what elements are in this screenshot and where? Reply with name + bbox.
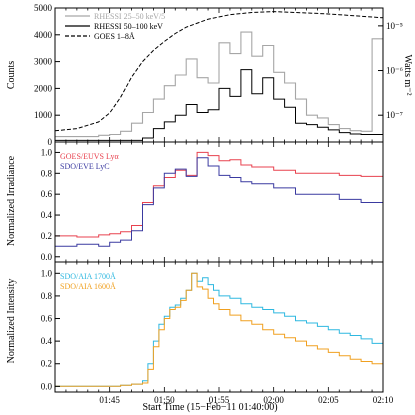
panel1-ytick-5: 5000 (34, 3, 53, 13)
xtick-3: 02:00 (263, 395, 284, 405)
legend-aia-1700: SDO/AIA 1700Å (60, 272, 116, 281)
panel1-right-tick-0: 10⁻⁷ (386, 110, 403, 120)
x-axis-label: Start Time (15−Feb−11 01:40:00) (142, 402, 277, 413)
panel3-ytick-5: 1.0 (41, 268, 53, 278)
panel2-ytick-2: 0.4 (41, 210, 53, 220)
xtick-4: 02:05 (318, 395, 339, 405)
panel2-series-1 (55, 157, 383, 247)
panel-aia-intensity: 0.0 0.2 0.4 0.6 0.8 1.0 (41, 261, 384, 393)
panel3-ytick-3: 0.6 (41, 314, 53, 324)
panel1-series-1 (55, 69, 383, 141)
panel3-ytick-2: 0.4 (41, 336, 53, 346)
legend-sdo-eve-lyc: SDO/EVE LyC (60, 162, 110, 171)
panel1-legend: RHESSI 25–50 keV/5 RHESSI 50–100 keV GOE… (65, 12, 165, 41)
xtick-0: 01:45 (99, 395, 120, 405)
shared-x-axis: 01:45 01:50 01:55 02:00 02:05 02:10 (99, 395, 393, 405)
panel1-right-tick-2: 10⁻⁵ (386, 21, 403, 31)
panel3-ytick-1: 0.2 (41, 359, 52, 369)
panel3-series-1 (55, 272, 383, 387)
panel3-ytick-0: 0.0 (41, 381, 53, 391)
legend-goes-euvs-lya: GOES/EUVS Lyα (60, 152, 119, 161)
legend-aia-1600: SDO/AIA 1600Å (60, 282, 116, 291)
panel2-ylabel: Normalized Irradiance (6, 155, 17, 246)
panel1-right-tick-1: 10⁻⁶ (386, 66, 403, 76)
panel2-ytick-1: 0.2 (41, 231, 52, 241)
panel2-series-0 (55, 151, 383, 238)
panel1-ytick-0: 0 (48, 137, 53, 147)
panel1-ylabel: Counts (6, 61, 17, 89)
panel3-series-0 (55, 272, 383, 387)
panel2-ytick-5: 1.0 (41, 147, 53, 157)
legend-goes-1-8: GOES 1–8Å (94, 32, 135, 41)
panel1-ytick-4: 4000 (34, 30, 53, 40)
panel2-ytick-3: 0.6 (41, 189, 53, 199)
panel2-ytick-0: 0.0 (41, 252, 53, 262)
legend-rhessi-25-50: RHESSI 25–50 keV/5 (94, 12, 165, 21)
xtick-1: 01:50 (154, 395, 175, 405)
panel1-series-2 (55, 11, 383, 132)
panel1-ytick-1: 1000 (34, 110, 53, 120)
panel1-ytick-3: 3000 (34, 57, 53, 67)
panel1-series-0 (55, 31, 383, 138)
panel1-ylabel-right: Watts m⁻² (402, 54, 413, 95)
panel-rhessi-goes: 0 1000 2000 3000 4000 5000 10⁻⁷ 10⁻⁶ 10⁻⁵ (34, 3, 403, 147)
xtick-5: 02:10 (373, 395, 394, 405)
panel3-ytick-4: 0.8 (41, 291, 53, 301)
xtick-2: 01:55 (209, 395, 230, 405)
panel3-legend: SDO/AIA 1700Å SDO/AIA 1600Å (60, 272, 116, 291)
panel2-ytick-4: 0.8 (41, 168, 53, 178)
legend-rhessi-50-100: RHESSI 50–100 keV (94, 22, 163, 31)
panel2-legend: GOES/EUVS Lyα SDO/EVE LyC (60, 152, 119, 171)
panel1-ytick-2: 2000 (34, 83, 53, 93)
panel3-ylabel: Normalized Intensity (6, 279, 17, 364)
